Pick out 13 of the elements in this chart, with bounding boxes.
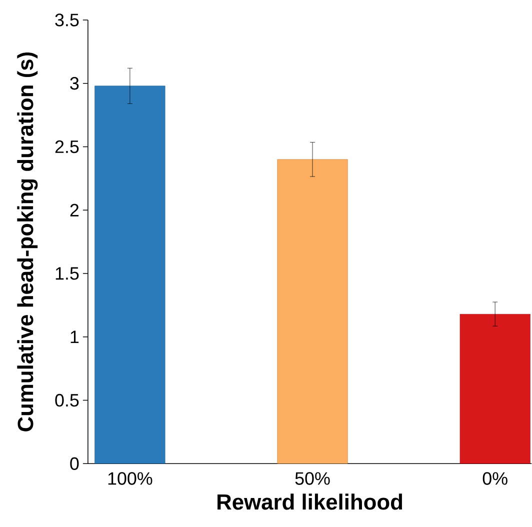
y-tick-label: 0 [70, 457, 79, 470]
x-tick-label: 0% [482, 472, 508, 486]
y-axis-title: Cumulative head-poking duration (s) [17, 52, 38, 432]
y-tick-label: 2 [70, 204, 79, 217]
y-tick-label: 1.5 [56, 267, 79, 280]
x-tick-label: 100% [108, 472, 152, 486]
y-tick-label: 3 [70, 77, 79, 90]
y-tick-label: 1 [70, 330, 79, 344]
y-tick-label: 2.5 [55, 140, 79, 154]
y-tick-label: 0.5 [55, 394, 79, 407]
x-tick-label: 50% [295, 472, 330, 486]
y-tick-label: 3.5 [55, 14, 79, 27]
x-axis-title: Reward likelihood [218, 494, 402, 510]
